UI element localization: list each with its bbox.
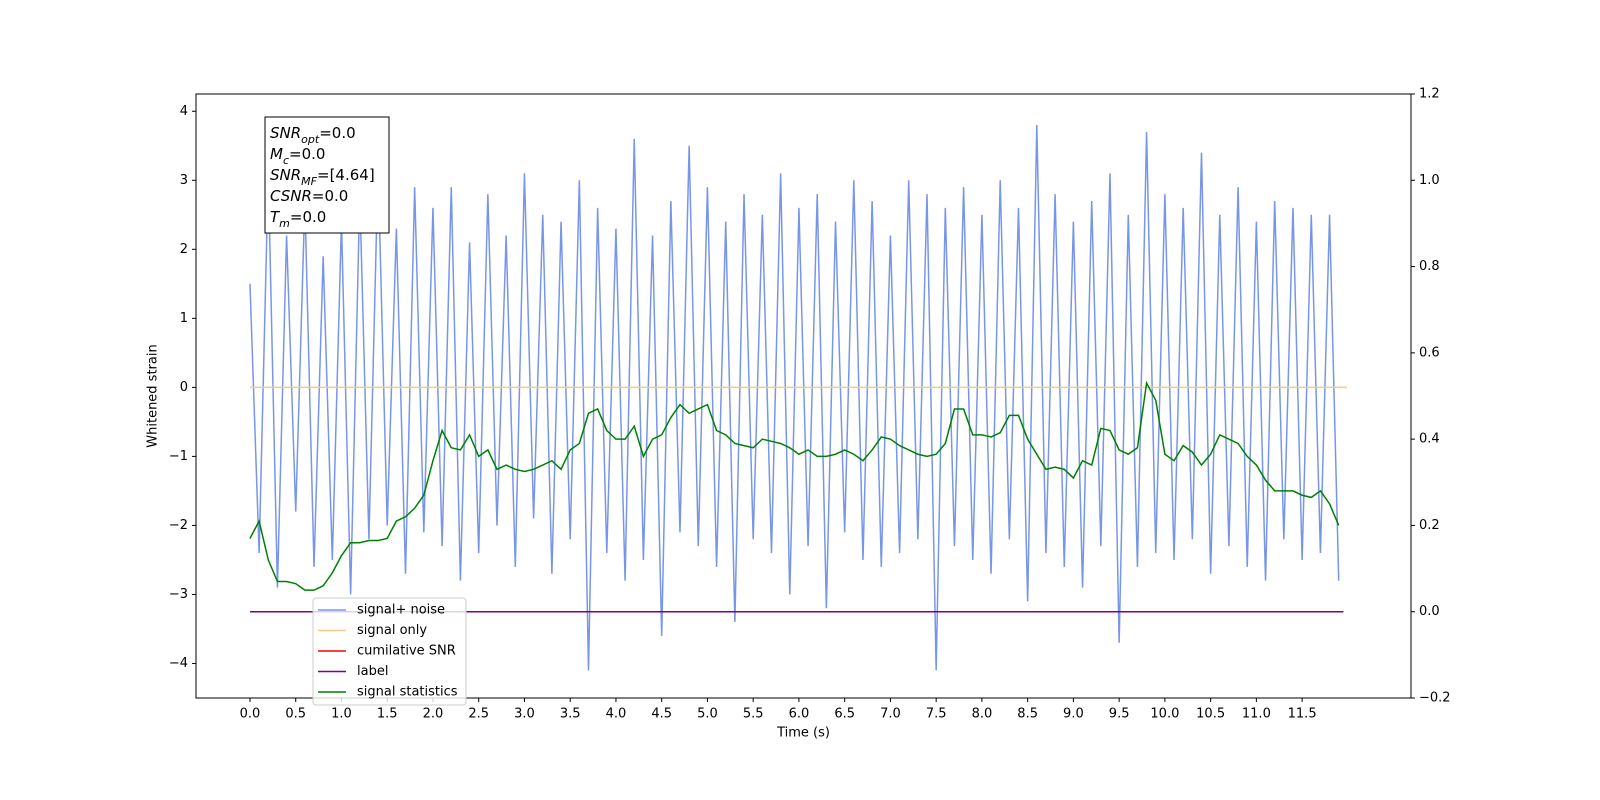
legend-label: signal statistics [357,685,458,700]
x-tick-label: 4.0 [606,707,627,722]
x-tick-label: 3.5 [560,707,581,722]
x-tick-label: 2.5 [468,707,489,722]
y-axis-label: Whitened strain [146,344,161,447]
y-tick-label: −4 [169,656,188,671]
annotation-value: =0.0 [289,145,325,163]
x-tick-label: 6.0 [789,707,810,722]
y-tick-label: 2 [180,242,188,257]
x-tick-label: 6.5 [834,707,855,722]
y-tick-label: 1 [180,311,188,326]
series-line [249,125,1340,671]
x-tick-label: 11.0 [1242,707,1271,722]
y2-tick-label: 0.0 [1419,604,1440,619]
y-tick-label: 3 [180,173,188,188]
y-tick-label: 4 [180,104,188,119]
annotation-name: SNR [270,166,301,184]
x-axis-label: Time (s) [776,726,830,741]
y2-tick-label: 0.4 [1419,432,1440,447]
y2-tick-label: 0.8 [1419,259,1440,274]
x-tick-label: 3.0 [514,707,535,722]
annotation-value: =0.0 [312,187,348,205]
legend-box [312,597,467,706]
x-tick-label: 4.5 [651,707,672,722]
plot-frame [195,93,1412,699]
legend-label: cumilative SNR [357,644,456,659]
annotation-box [264,116,390,234]
x-tick-label: 0.5 [285,707,306,722]
annotation-value: =0.0 [290,208,326,226]
y2-tick-label: −0.2 [1419,691,1451,706]
annotation-value: =[4.64] [317,166,375,184]
legend-label: signal only [357,623,427,638]
x-tick-label: 7.5 [926,707,947,722]
annotation: CSNR=0.0 [270,187,348,205]
y-tick-label: −1 [169,449,188,464]
legend-label: label [357,664,388,679]
annotation-name: M [270,145,283,163]
annotation-name: T [270,208,281,226]
annotation-sub: opt [301,133,320,146]
annotation-name: CSNR [270,187,312,205]
annotation-sub: c [283,154,289,167]
x-tick-label: 1.0 [331,707,352,722]
y2-tick-label: 1.0 [1419,173,1440,188]
annotation-value: =0.0 [319,124,355,142]
annotation: SNRopt=0.0 [270,124,356,146]
annotation: Mc=0.0 [270,145,325,167]
x-tick-label: 5.0 [697,707,718,722]
y2-tick-label: 0.2 [1419,518,1440,533]
x-tick-label: 7.0 [880,707,901,722]
y2-tick-label: 0.6 [1419,345,1440,360]
y-tick-label: −2 [169,518,188,533]
x-tick-label: 9.5 [1109,707,1130,722]
x-tick-label: 10.5 [1196,707,1225,722]
y-tick-label: 0 [180,380,188,395]
annotation-name: SNR [270,124,301,142]
annotation: Tm=0.0 [270,208,326,230]
y2-tick-label: 1.2 [1419,87,1440,102]
annotation-sub: MF [301,175,317,188]
x-tick-label: 0.0 [240,707,261,722]
x-tick-label: 1.5 [377,707,398,722]
x-tick-label: 10.0 [1150,707,1179,722]
x-tick-label: 5.5 [743,707,764,722]
x-tick-label: 2.0 [423,707,444,722]
x-tick-label: 9.0 [1063,707,1084,722]
legend-label: signal+ noise [357,603,445,618]
x-tick-label: 8.5 [1017,707,1038,722]
series-line [249,380,1340,591]
x-tick-label: 8.0 [972,707,993,722]
annotation: SNRMF=[4.64] [270,166,375,188]
x-tick-label: 11.5 [1288,707,1317,722]
annotation-sub: m [279,217,290,230]
y-tick-label: −3 [169,587,188,602]
